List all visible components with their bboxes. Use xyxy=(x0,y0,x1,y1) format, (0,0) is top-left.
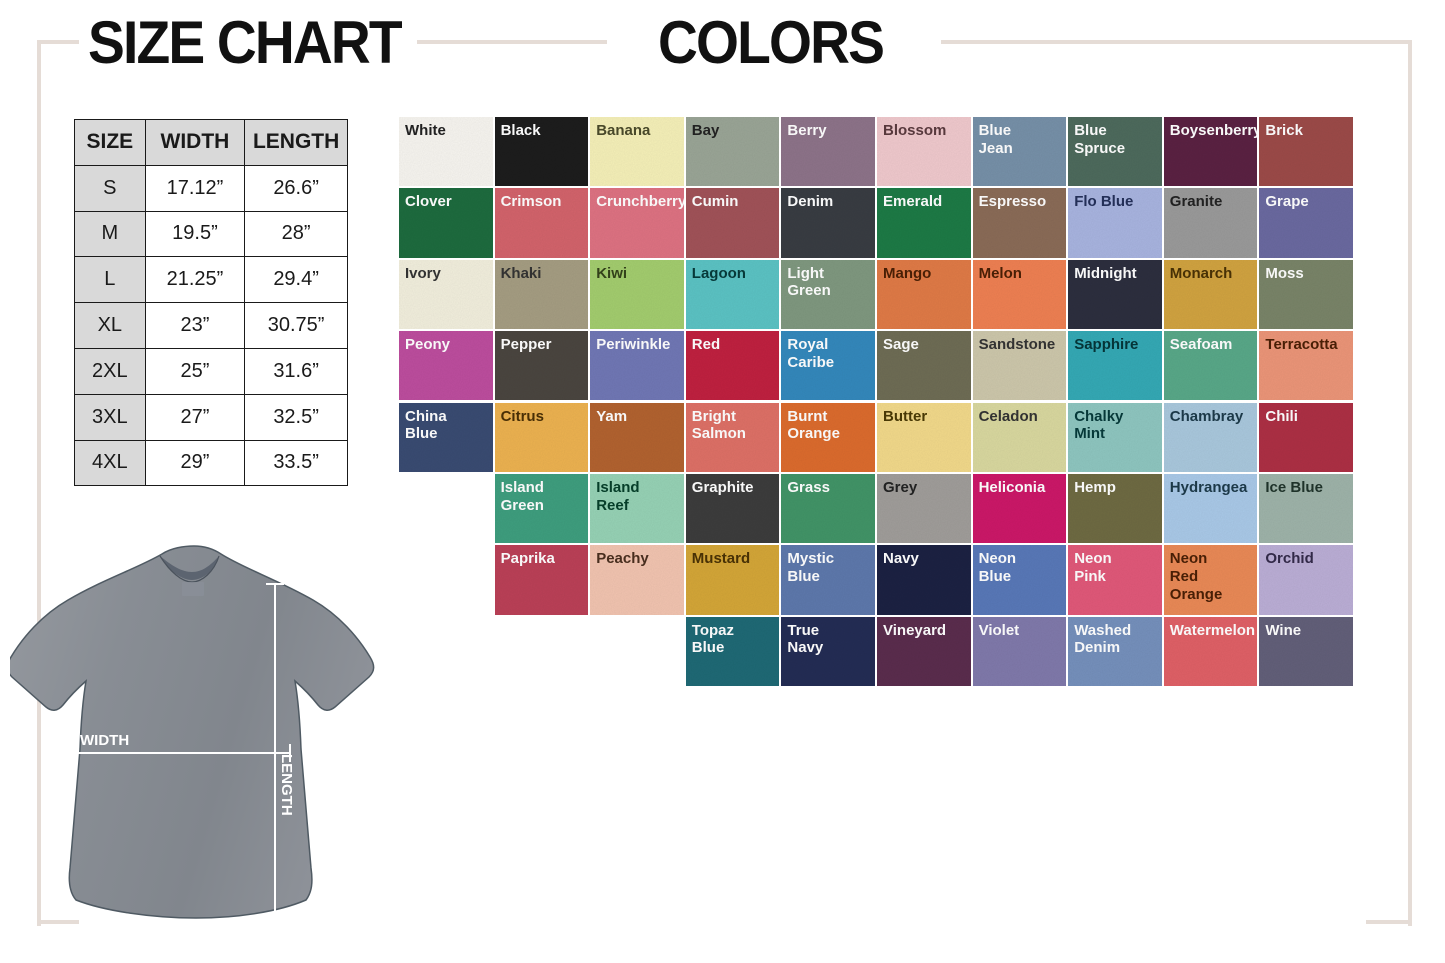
svg-text:LENGTH: LENGTH xyxy=(278,754,295,816)
svg-text:WIDTH: WIDTH xyxy=(80,732,129,749)
